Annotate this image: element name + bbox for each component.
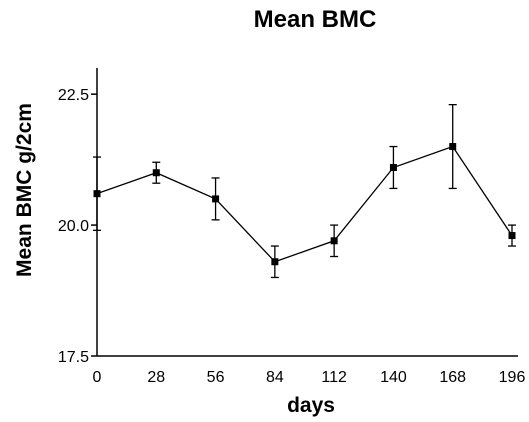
y-tick-label: 17.5 bbox=[58, 349, 89, 366]
series-line bbox=[96, 145, 513, 263]
data-point bbox=[449, 143, 457, 151]
x-tick-label: 28 bbox=[147, 369, 165, 386]
data-point bbox=[212, 195, 220, 203]
y-axis-title: Mean BMC g/2cm bbox=[13, 103, 36, 277]
x-tick-label: 196 bbox=[499, 369, 526, 386]
x-tick-label: 168 bbox=[439, 369, 466, 386]
x-tick-label: 0 bbox=[93, 369, 102, 386]
x-tick-label: 112 bbox=[321, 369, 347, 386]
x-tick-label: 140 bbox=[380, 369, 407, 386]
data-point bbox=[389, 163, 397, 171]
y-tick-label: 22.5 bbox=[58, 87, 89, 104]
data-point bbox=[93, 190, 101, 198]
y-tick-label: 20.0 bbox=[58, 218, 89, 235]
chart-title: Mean BMC bbox=[253, 6, 377, 33]
x-tick-label: 84 bbox=[266, 369, 284, 386]
x-tick-label: 56 bbox=[207, 369, 225, 386]
series-layer bbox=[93, 104, 516, 279]
x-ticks: 0 28 56 84 112 140 168 196 bbox=[93, 369, 526, 386]
x-axis-title: days bbox=[287, 394, 335, 417]
data-point bbox=[152, 169, 160, 177]
data-point bbox=[330, 237, 338, 245]
data-point bbox=[271, 258, 279, 266]
data-point bbox=[508, 232, 516, 240]
axes bbox=[96, 68, 518, 357]
y-ticks: 17.5 20.0 22.5 bbox=[58, 87, 97, 366]
